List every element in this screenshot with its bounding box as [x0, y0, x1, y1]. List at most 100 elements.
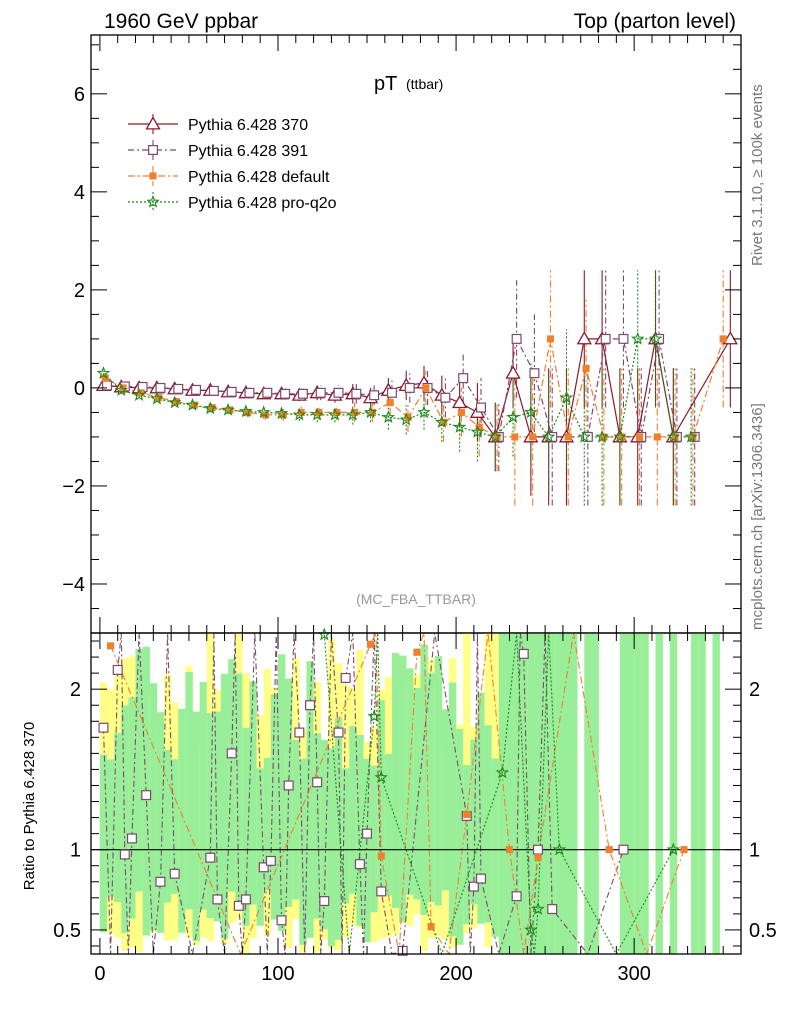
main-axis-ticks: [91, 35, 742, 634]
main-data-point: [435, 415, 449, 428]
uncertainty-band-1sigma: [135, 648, 143, 892]
main-data-point: [150, 391, 164, 405]
main-data-point: [261, 411, 270, 419]
main-data-point: [470, 424, 485, 438]
x-tick-label: 0: [94, 963, 105, 985]
ratio-data-point: [112, 664, 123, 675]
y-tick-label: −2: [62, 476, 85, 498]
main-data-point: [546, 335, 555, 343]
uncertainty-band-1sigma: [456, 728, 464, 945]
uncertainty-band-1sigma: [427, 673, 435, 903]
uncertainty-band-1sigma: [570, 633, 578, 954]
uncertainty-band-1sigma: [441, 709, 450, 891]
ratio-data-point: [155, 876, 166, 887]
uncertainty-band-1sigma: [584, 633, 592, 954]
ratio-y-tick-label-right: 1: [749, 840, 760, 862]
ratio-data-point: [547, 904, 558, 915]
ratio-data-point: [205, 852, 216, 863]
ratio-data-point: [468, 881, 479, 892]
ratio-data-point: [212, 894, 223, 905]
main-data-point: [576, 331, 592, 345]
main-data-point: [274, 406, 289, 420]
uncertainty-band-1sigma: [192, 711, 200, 941]
ratio-data-point: [511, 891, 522, 902]
main-data-point: [221, 402, 235, 416]
ratio-y-axis-label: Ratio to Pythia 6.428 370: [21, 722, 38, 890]
main-data-point: [458, 373, 469, 384]
ratio-data-point: [552, 842, 567, 856]
ratio-data-point: [98, 722, 109, 733]
main-data-point: [185, 398, 200, 411]
main-data-point: [96, 366, 111, 379]
uncertainty-band-1sigma: [712, 633, 720, 954]
main-data-point: [310, 407, 324, 421]
ratio-data-point: [531, 902, 545, 915]
uncertainty-band-1sigma: [555, 633, 564, 954]
main-data-point: [173, 383, 184, 394]
main-data-point: [653, 433, 661, 441]
x-tick-label: 300: [617, 963, 650, 985]
ratio-data-point: [666, 842, 681, 856]
ratio-data-point: [119, 849, 130, 860]
uncertainty-band-1sigma: [591, 633, 599, 954]
uncertainty-band-1sigma: [448, 682, 457, 937]
uncertainty-band-1sigma: [434, 656, 443, 906]
main-data-point: [719, 335, 727, 343]
legend-marker: [145, 116, 161, 130]
ratio-tick-labels: 0.5 0.5 1 1 2 2 0 100 200 300: [53, 679, 777, 985]
uncertainty-band-1sigma: [313, 733, 322, 919]
uncertainty-band-1sigma: [505, 633, 514, 954]
uncertainty-band-1sigma: [641, 633, 649, 954]
main-data-point: [506, 410, 520, 424]
main-data-point: [457, 408, 465, 416]
ratio-data-point: [107, 642, 115, 650]
uncertainty-band-1sigma: [164, 749, 172, 903]
ratio-data-point: [169, 868, 180, 879]
main-series-markers: [95, 331, 738, 443]
main-data-point: [226, 386, 237, 397]
main-data-point: [369, 390, 380, 401]
main-data-point: [208, 385, 219, 396]
uncertainty-band-1sigma: [171, 759, 179, 894]
main-data-point: [346, 407, 360, 421]
uncertainty-band-1sigma: [527, 633, 535, 954]
ratio-data-point: [374, 770, 388, 784]
plot-title-sub: (ttbar): [406, 76, 443, 92]
uncertainty-band-1sigma: [562, 633, 571, 954]
ratio-data-point: [376, 886, 387, 897]
main-data-point: [524, 405, 538, 419]
uncertainty-band-1sigma: [213, 711, 222, 922]
ratio-uncertainty-bands: [99, 633, 720, 954]
y-tick-label: 4: [74, 182, 85, 204]
uncertainty-band-1sigma: [277, 654, 286, 932]
uncertainty-band-1sigma: [320, 739, 329, 930]
main-data-point: [417, 405, 431, 419]
ratio-data-point: [283, 780, 294, 791]
y-tick-label: 6: [74, 84, 85, 106]
main-data-point: [244, 387, 255, 398]
uncertainty-band-1sigma: [513, 633, 521, 954]
uncertainty-band-1sigma: [263, 757, 272, 891]
uncertainty-band-1sigma: [99, 754, 108, 933]
uncertainty-band-1sigma: [655, 633, 663, 954]
uncertainty-band-1sigma: [292, 739, 300, 900]
uncertainty-band-1sigma: [463, 764, 471, 925]
main-data-point: [114, 383, 128, 397]
uncertainty-band-1sigma: [377, 700, 386, 896]
ratio-frame: [90, 632, 742, 955]
main-data-point: [722, 331, 738, 345]
legend-marker: [146, 194, 160, 208]
uncertainty-band-1sigma: [327, 748, 336, 946]
main-y-tick-labels: −4 −2 0 2 4 6: [62, 84, 85, 596]
main-data-point: [132, 388, 146, 401]
legend-entry-label: Pythia 6.428 pro-q2o: [188, 195, 337, 212]
ratio-data-point: [226, 748, 237, 759]
x-tick-label: 100: [261, 963, 294, 985]
ratio-panel: 0.5 0.5 1 1 2 2 0 100 200 300 Ratio to Pythia 6.4…: [21, 627, 777, 985]
uncertainty-band-1sigma: [107, 759, 115, 897]
ratio-data-point: [319, 896, 330, 907]
uncertainty-band-1sigma: [470, 739, 478, 905]
ratio-data-point: [377, 852, 385, 860]
uncertainty-band-1sigma: [114, 732, 122, 903]
uncertainty-band-1sigma: [299, 758, 307, 945]
